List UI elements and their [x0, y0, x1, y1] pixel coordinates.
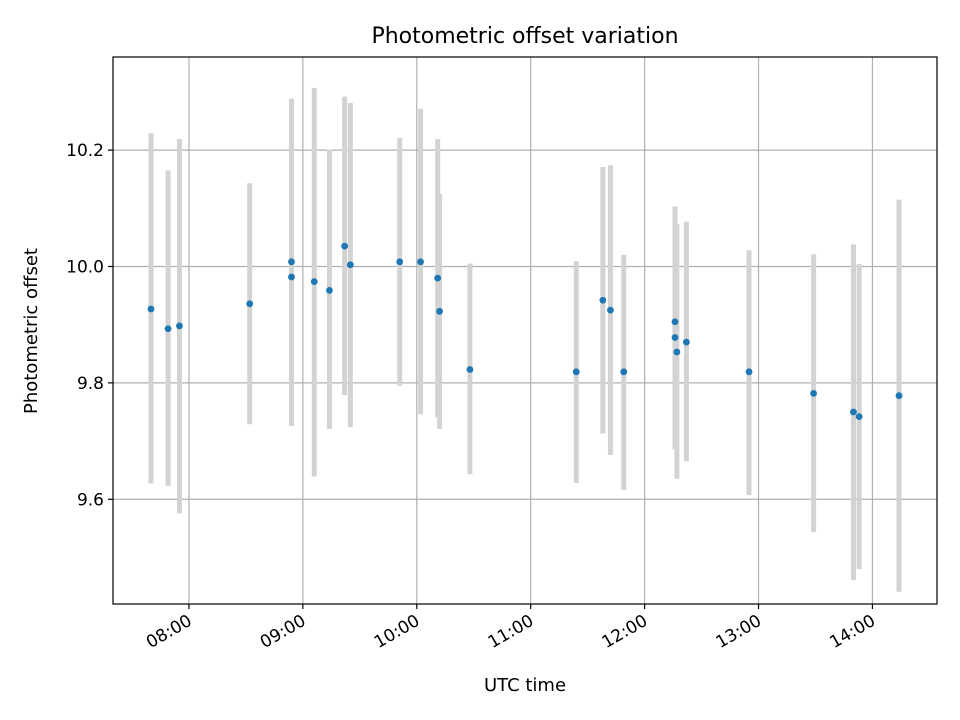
data-point	[310, 278, 318, 286]
data-point	[620, 368, 628, 376]
data-point	[176, 322, 183, 330]
data-point	[850, 408, 857, 416]
data-point	[434, 274, 442, 282]
data-points	[147, 242, 903, 421]
data-point	[346, 261, 354, 269]
data-point	[745, 368, 753, 376]
data-point	[288, 273, 295, 281]
data-point	[855, 413, 863, 421]
data-point	[341, 242, 349, 250]
y-axis-ticks: 9.6 9.8 10.0 10.2	[66, 141, 113, 510]
data-point	[682, 338, 690, 346]
data-point	[164, 325, 172, 333]
data-point	[417, 258, 424, 266]
data-point	[572, 368, 580, 376]
plot-frame	[112, 56, 938, 605]
y-tick-label: 9.8	[77, 374, 104, 394]
y-tick-label: 10.2	[66, 141, 104, 161]
data-point	[607, 306, 614, 314]
y-tick-label: 10.0	[66, 257, 104, 277]
chart-title: Photometric offset variation	[371, 24, 678, 49]
data-point	[288, 258, 295, 266]
data-point	[895, 392, 903, 400]
data-point	[671, 334, 679, 341]
data-point	[810, 389, 817, 397]
data-point	[147, 305, 155, 313]
data-point	[466, 366, 474, 373]
y-tick-label: 9.6	[77, 490, 104, 510]
data-point	[436, 307, 443, 315]
y-axis-label: Photometric offset	[21, 248, 42, 414]
data-point	[673, 348, 681, 356]
data-point	[246, 300, 254, 308]
data-point	[326, 286, 333, 294]
data-point	[671, 318, 679, 326]
x-axis-label: UTC time	[484, 675, 566, 696]
data-point	[599, 296, 607, 304]
data-point	[396, 258, 404, 266]
